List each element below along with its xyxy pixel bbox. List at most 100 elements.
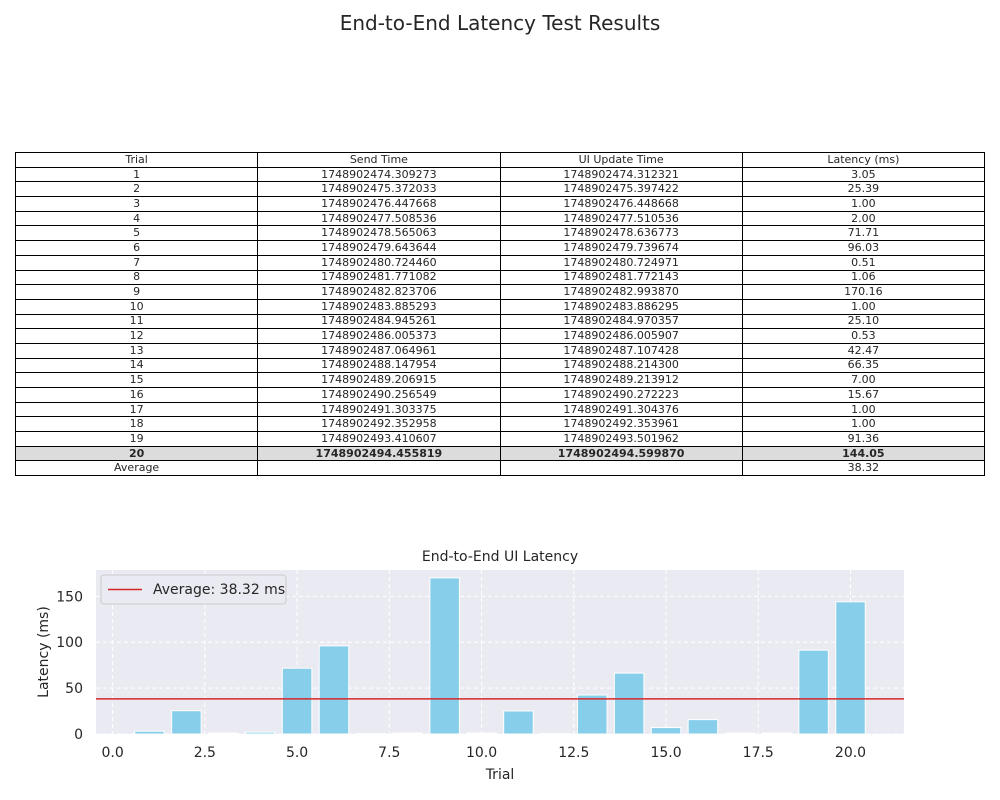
tick-labels: 0.0 2.5 5.0 7.5 10.0 12.5 15.0 17.5 20.0 0 50 100 15… (56, 589, 866, 761)
table-cell: 1.06 (741, 269, 986, 286)
table-row: 13 1748902487.064961 1748902487.107428 42.4… (14, 342, 986, 359)
table-cell: 10 (14, 298, 259, 315)
table-cell: 66.35 (741, 357, 986, 374)
table-cell: 1748902491.303375 (257, 401, 501, 418)
legend-label: Average: 38.32 ms (153, 582, 285, 598)
chart-title: End-to-End UI Latency (422, 549, 578, 565)
table-cell: 144.05 (741, 445, 986, 462)
x-tick-label: 17.5 (743, 745, 774, 761)
table-cell: 1748902483.885293 (257, 298, 501, 315)
table-cell: 1748902484.945261 (257, 313, 501, 330)
table-row: 6 1748902479.643644 1748902479.739674 96.03 (14, 240, 986, 256)
table-row: 9 1748902482.823706 1748902482.993870 170.1… (14, 284, 986, 300)
bar (429, 577, 460, 735)
table-cell: 42.47 (741, 342, 986, 359)
bar (208, 732, 239, 735)
table-cell: 1748902492.353961 (499, 416, 743, 433)
table-cell: 13 (14, 342, 259, 359)
table-cell: 1.00 (741, 298, 986, 315)
table-cell: 1748902494.455819 (257, 445, 501, 462)
table-row: 11 1748902484.945261 1748902484.970357 25.1… (14, 313, 986, 330)
table-cell: 1748902480.724971 (499, 254, 743, 271)
bar (576, 694, 608, 735)
x-tick-label: 12.5 (558, 745, 589, 761)
bar (281, 667, 313, 735)
bar (687, 719, 719, 735)
bar (835, 601, 866, 735)
table-cell: 11 (14, 313, 259, 330)
bars (134, 577, 866, 735)
legend-box (100, 574, 287, 605)
table-row: 12 1748902486.005373 1748902486.005907 0.53 (14, 328, 986, 344)
x-tick-label: 5.0 (286, 745, 308, 761)
table-cell: 25.10 (741, 313, 986, 330)
table-cell: 1748902493.501962 (499, 431, 743, 447)
table-cell: 1748902488.214300 (499, 357, 743, 374)
y-axis-label: Latency (ms) (36, 606, 52, 698)
table-cell: 12 (14, 328, 259, 344)
table-cell: 1748902491.304376 (499, 401, 743, 418)
bar (318, 645, 350, 735)
table-row: 17 1748902491.303375 1748902491.304376 1.00 (14, 401, 986, 418)
table-row: 8 1748902481.771082 1748902481.772143 1.06 (14, 269, 986, 286)
table-cell: 15.67 (741, 387, 986, 403)
table-cell: 1748902486.005907 (499, 328, 743, 344)
x-tick-label: 20.0 (835, 745, 866, 761)
table-cell: 91.36 (741, 431, 986, 447)
table-row: 20 1748902494.455819 1748902494.599870 144.… (14, 445, 986, 462)
bar (392, 732, 424, 735)
x-tick-label: 2.5 (194, 745, 216, 761)
bar (798, 649, 829, 735)
bar (724, 732, 756, 735)
bar (134, 730, 165, 735)
table-cell: 7 (14, 254, 259, 271)
table-cell: 1748902481.772143 (499, 269, 743, 286)
table-row: 14 1748902488.147954 1748902488.214300 66.3… (14, 357, 986, 374)
table-row: 15 1748902489.206915 1748902489.213912 7.00 (14, 372, 986, 388)
table-cell: 1748902490.256549 (257, 387, 501, 403)
table-cell: 1748902482.993870 (499, 284, 743, 300)
table-cell: 1.00 (741, 416, 986, 433)
table-cell: 20 (14, 445, 259, 462)
table-row: 7 1748902480.724460 1748902480.724971 0.51 (14, 254, 986, 271)
table-cell: 1748902484.970357 (499, 313, 743, 330)
table-cell: 1748902493.410607 (257, 431, 501, 447)
results-table: Trial Send Time UI Update Time Latency (ms)… (14, 152, 986, 477)
table-row: 4 1748902477.508536 1748902477.510536 2.00 (14, 210, 986, 227)
bar (171, 710, 202, 735)
y-tick-label: 150 (56, 589, 83, 605)
table-cell: 8 (14, 269, 259, 286)
table-cell: 38.32 (741, 460, 986, 477)
table-body: 1 1748902474.309273 1748902474.312321 3.05 2… (14, 166, 986, 477)
x-tick-label: 15.0 (650, 745, 681, 761)
table-row: 19 1748902493.410607 1748902493.501962 91.3… (14, 431, 986, 447)
table-cell: 1.00 (741, 401, 986, 418)
table-row: 16 1748902490.256549 1748902490.272223 15.6… (14, 387, 986, 403)
table-cell: 1748902494.599870 (499, 445, 743, 462)
table-cell: 170.16 (741, 284, 986, 300)
y-tick-label: 100 (56, 635, 83, 651)
x-axis-label: Trial (485, 767, 515, 783)
x-tick-label: 7.5 (378, 745, 400, 761)
x-tick-label: 0.0 (101, 745, 123, 761)
table-row: Average 38.32 (14, 460, 986, 477)
legend: Average: 38.32 ms (100, 574, 287, 605)
figure-title: End-to-End Latency Test Results (339, 11, 661, 35)
table-cell: 0.53 (741, 328, 986, 344)
bar (650, 727, 682, 735)
table-cell: 1748902487.107428 (499, 342, 743, 359)
bar (244, 731, 276, 735)
y-tick-label: 0 (74, 727, 83, 743)
table-row: 5 1748902478.565063 1748902478.636773 71.71 (14, 225, 986, 242)
table-cell: 7.00 (741, 372, 986, 388)
y-tick-label: 50 (65, 681, 83, 697)
table-row: 1 1748902474.309273 1748902474.312321 3.05 (14, 166, 986, 183)
bar (466, 732, 497, 735)
bar (613, 672, 645, 735)
bar (503, 710, 534, 735)
table-row: 10 1748902483.885293 1748902483.886295 1.00 (14, 298, 986, 315)
table-cell: Average (14, 460, 259, 477)
table-row: 18 1748902492.352958 1748902492.353961 1.00 (14, 416, 986, 433)
bar (761, 732, 792, 735)
